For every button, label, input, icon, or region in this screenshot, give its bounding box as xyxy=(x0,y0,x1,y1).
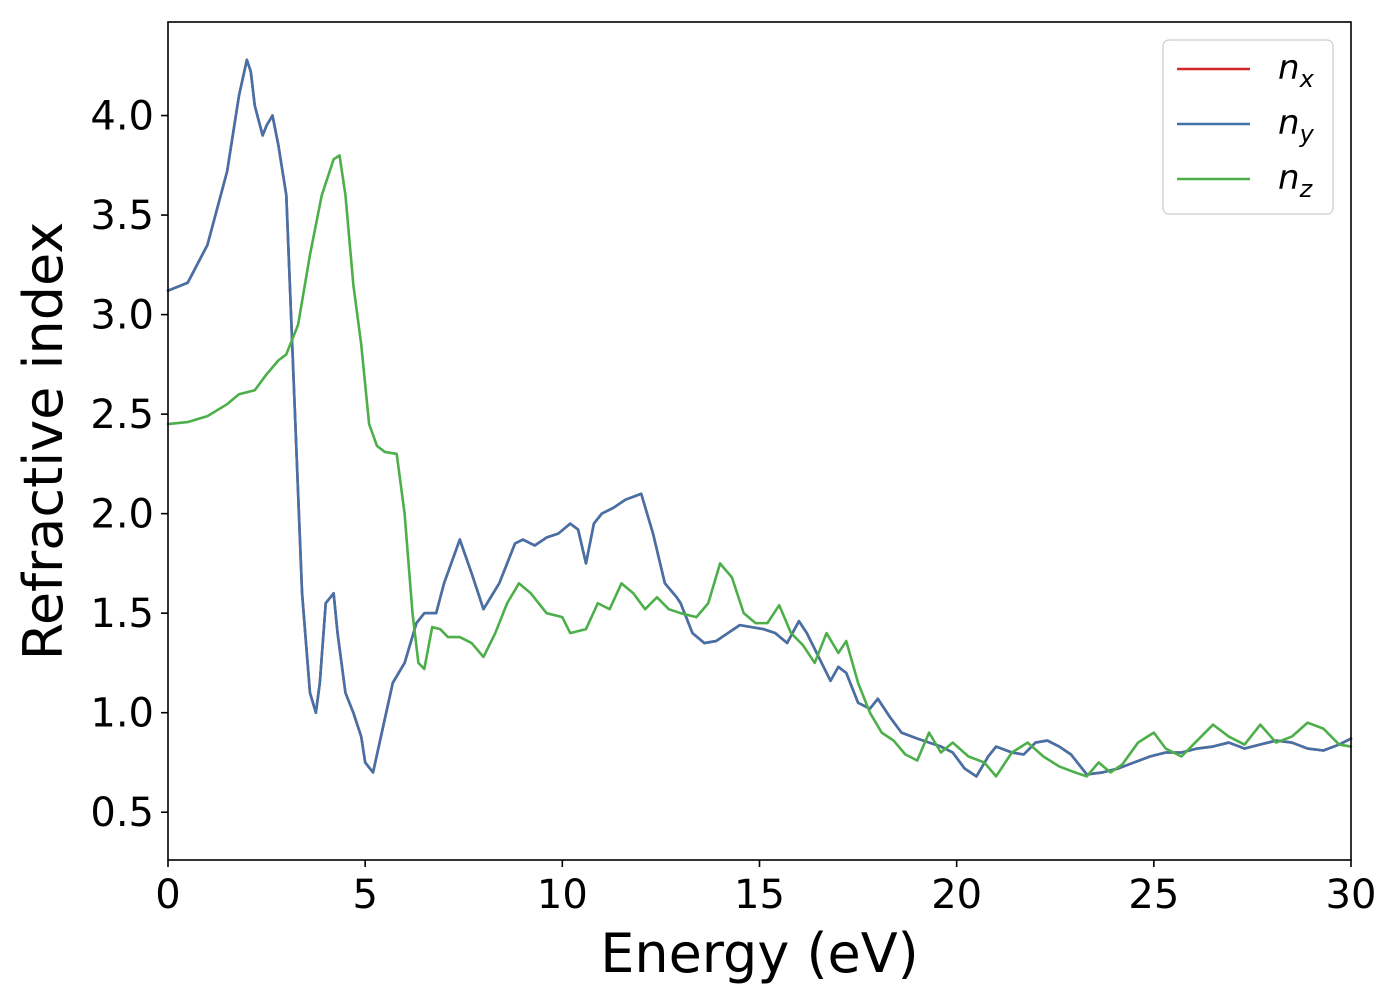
legend-label-subscript: x xyxy=(1299,65,1315,93)
y-tick-label: 3.0 xyxy=(90,293,154,339)
legend-label-nz: nz xyxy=(1278,158,1314,203)
x-tick-label: 20 xyxy=(931,872,982,918)
legend-label-base: n xyxy=(1278,103,1300,143)
legend-label-base: n xyxy=(1278,48,1300,88)
plot-background xyxy=(168,22,1351,860)
y-tick-label: 2.0 xyxy=(90,492,154,538)
x-axis-label: Energy (eV) xyxy=(600,922,919,985)
legend-label-subscript: z xyxy=(1299,175,1314,203)
x-tick-label: 5 xyxy=(352,872,377,918)
series-line-ny xyxy=(166,58,1353,778)
legend-label-base: n xyxy=(1278,158,1300,198)
x-tick-label: 30 xyxy=(1326,872,1377,918)
x-tick-label: 10 xyxy=(537,872,588,918)
y-tick-label: 0.5 xyxy=(90,790,154,836)
series-line-nz xyxy=(166,154,1353,778)
series-layer xyxy=(166,58,1353,778)
y-tick-label: 3.5 xyxy=(90,193,154,239)
y-tick-label: 1.5 xyxy=(90,591,154,637)
x-axis-ticks: 0 5 10 15 20 25 30 xyxy=(155,860,1376,918)
legend-label-subscript: y xyxy=(1299,120,1315,148)
x-tick-label: 25 xyxy=(1128,872,1179,918)
x-tick-label: 0 xyxy=(155,872,180,918)
x-tick-label: 15 xyxy=(734,872,785,918)
y-tick-label: 4.0 xyxy=(90,94,154,140)
y-tick-label: 2.5 xyxy=(90,392,154,438)
y-tick-label: 1.0 xyxy=(90,691,154,737)
y-axis-label: Refractive index xyxy=(12,222,75,661)
legend-label-nx: nx xyxy=(1278,48,1315,93)
y-axis-ticks: 0.5 1.0 1.5 2.0 2.5 3.0 3.5 4.0 xyxy=(90,94,168,836)
legend-box xyxy=(1162,39,1334,215)
legend-label-ny: ny xyxy=(1278,103,1315,148)
